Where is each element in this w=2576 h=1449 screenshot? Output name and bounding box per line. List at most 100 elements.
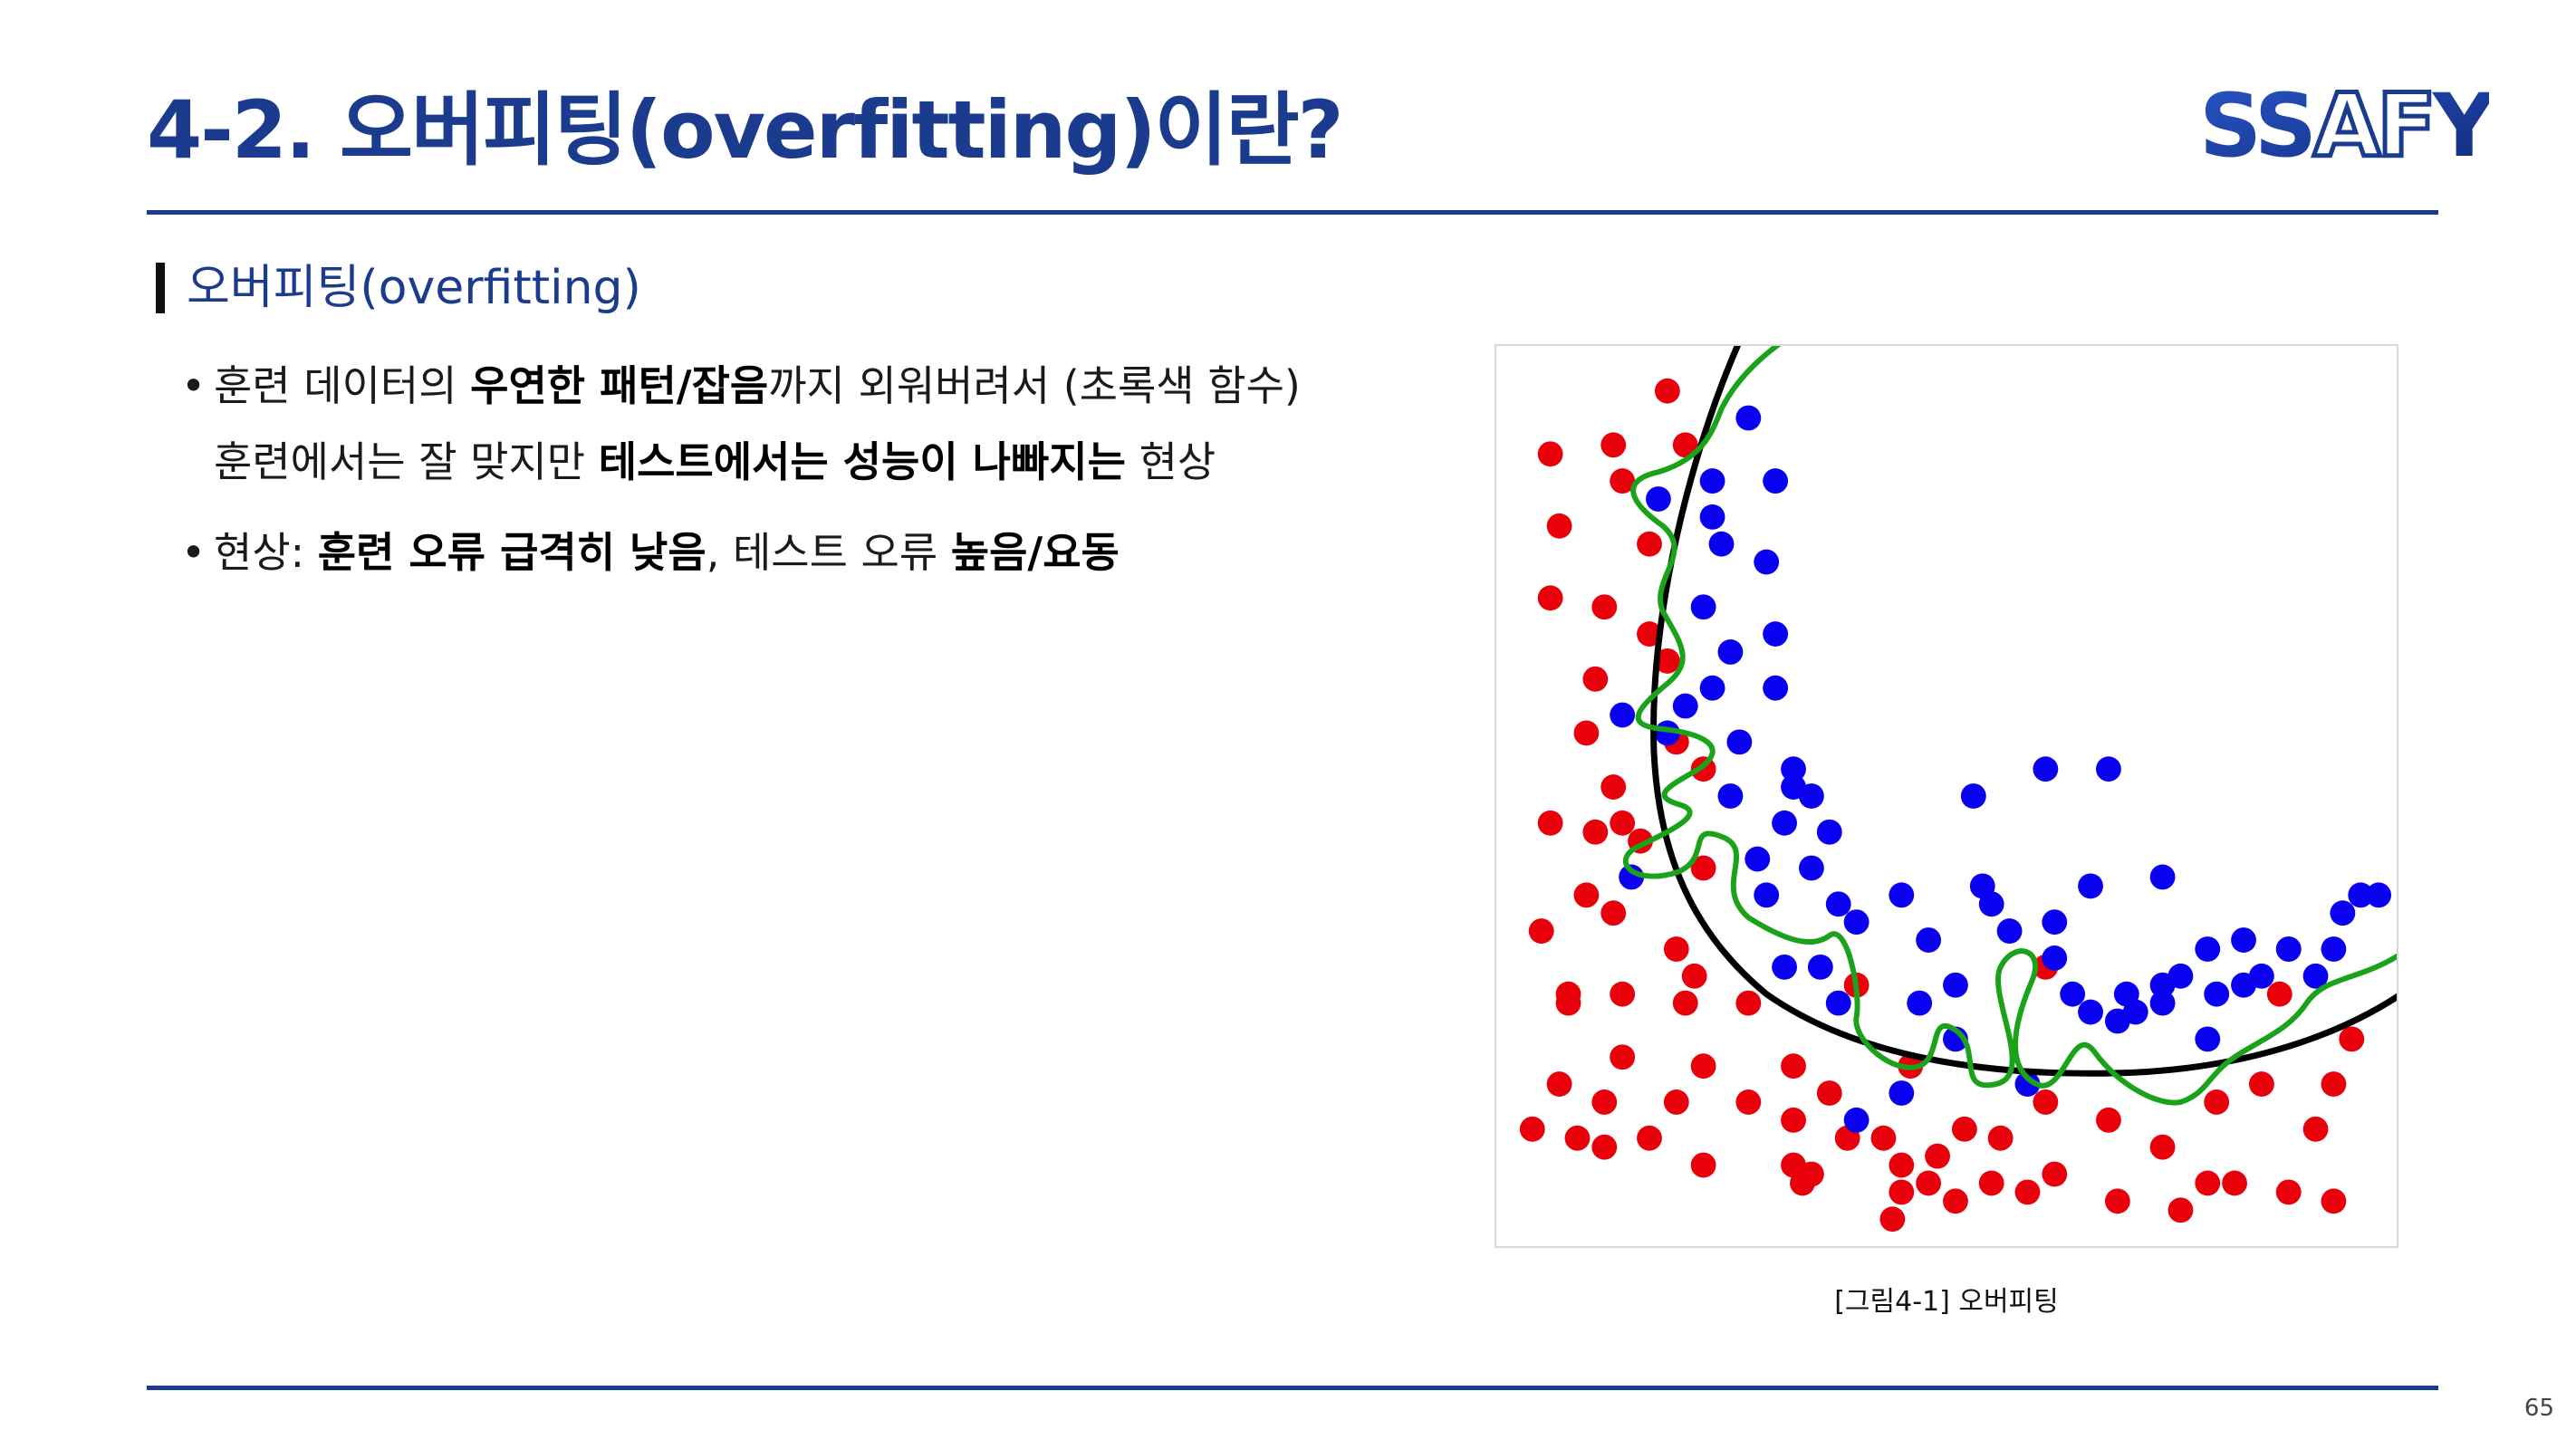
red-data-point <box>1690 1152 1716 1178</box>
red-data-point <box>1537 441 1563 467</box>
blue-data-point <box>1772 954 1797 980</box>
blue-data-point <box>1699 468 1725 494</box>
blue-data-point <box>2167 963 2194 989</box>
red-data-point <box>1790 1170 1815 1196</box>
red-data-point <box>1591 1089 1618 1115</box>
red-data-point <box>1573 720 1600 746</box>
red-data-point <box>1663 1089 1689 1115</box>
blue-data-point <box>1798 783 1824 809</box>
red-data-point <box>1889 1152 1915 1178</box>
blue-data-point <box>2321 936 2347 962</box>
red-data-point <box>1573 882 1600 908</box>
red-data-point <box>1978 1170 2004 1196</box>
red-data-point <box>1925 1143 1950 1169</box>
red-data-point <box>1600 900 1627 926</box>
overfitting-figure <box>1495 344 2398 1248</box>
blue-data-point <box>1978 891 2004 917</box>
red-data-point <box>2222 1170 2247 1196</box>
blue-data-point <box>1726 729 1753 755</box>
blue-data-point <box>1889 1080 1915 1106</box>
blue-data-point <box>1943 972 1968 998</box>
blue-data-point <box>1763 621 1789 647</box>
blue-data-point <box>2204 981 2230 1007</box>
red-data-point <box>1591 1134 1618 1160</box>
footer-divider <box>147 1386 2438 1390</box>
logo-text: SSAFY <box>2199 82 2489 172</box>
red-data-point <box>1637 531 1662 557</box>
bullet-emphasis: 우연한 패턴/잡음 <box>470 361 769 410</box>
bullet-text: , 테스트 오류 <box>706 528 951 577</box>
section-heading: 오버피팅(overfitting) <box>156 263 641 313</box>
red-data-point <box>1564 1125 1591 1151</box>
bullet-symptoms: 현상: 훈련 오류 급격히 낮음, 테스트 오류 높음/요동 <box>181 514 1467 590</box>
blue-data-point <box>1763 675 1789 701</box>
blue-data-point <box>2078 999 2103 1025</box>
blue-data-point <box>1907 990 1933 1016</box>
red-data-point <box>1781 1107 1806 1133</box>
red-data-point <box>2248 1071 2274 1097</box>
blue-data-point <box>1754 549 1780 575</box>
ssafy-logo: SSAFY <box>2199 82 2489 172</box>
blue-data-point <box>1816 819 1842 845</box>
blue-data-point <box>1889 882 1915 908</box>
blue-data-point <box>2104 1008 2130 1034</box>
red-data-point <box>1610 468 1636 494</box>
red-data-point <box>1735 1089 1762 1115</box>
bullet-emphasis: 훈련 오류 급격히 낮음 <box>317 528 706 577</box>
blue-data-point <box>1717 783 1744 809</box>
blue-data-point <box>1699 675 1725 701</box>
red-data-point <box>2149 1134 2176 1160</box>
blue-data-point <box>1754 882 1780 908</box>
blue-data-point <box>1708 531 1735 557</box>
bullet-text: 훈련 데이터의 <box>214 361 471 410</box>
red-data-point <box>2014 1179 2041 1205</box>
blue-data-point <box>2014 1071 2041 1097</box>
red-data-point <box>1663 936 1689 962</box>
red-data-point <box>1637 621 1662 647</box>
overfitting-plot <box>1519 346 2397 1233</box>
red-data-point <box>1654 378 1680 404</box>
section-bar-marker <box>156 263 165 313</box>
red-data-point <box>1537 585 1563 611</box>
blue-data-point <box>2149 864 2176 890</box>
red-data-point <box>2321 1071 2347 1097</box>
bullet-line: 훈련 데이터의 우연한 패턴/잡음까지 외워버려서 (초록색 함수) <box>214 348 1467 424</box>
red-data-point <box>1681 963 1707 989</box>
red-data-point <box>1870 1125 1897 1151</box>
red-data-point <box>1735 990 1762 1016</box>
red-data-point <box>1582 819 1609 845</box>
red-data-point <box>1690 1053 1716 1080</box>
bullet-text: 까지 외워버려서 (초록색 함수) <box>768 361 1301 410</box>
red-data-point <box>1582 666 1609 692</box>
blue-data-point <box>1916 927 1942 953</box>
bullet-emphasis: 높음/요동 <box>950 528 1120 577</box>
blue-data-point <box>1825 990 1851 1016</box>
blue-data-point <box>1960 783 1986 809</box>
blue-data-point <box>2033 756 2059 782</box>
red-data-point <box>1943 1188 1968 1214</box>
blue-data-point <box>1610 702 1636 728</box>
blue-data-point <box>2060 981 2086 1007</box>
red-data-point <box>1889 1179 1915 1205</box>
red-data-point <box>2339 1026 2365 1052</box>
blue-data-point <box>1646 486 1671 512</box>
page-title: 4-2. 오버피팅(overfitting)이란? <box>147 83 1344 177</box>
blue-data-point <box>1772 810 1797 836</box>
blue-data-point <box>1807 954 1833 980</box>
red-data-point <box>2042 1161 2068 1187</box>
blue-data-point <box>2195 1026 2221 1052</box>
blue-data-point <box>1781 756 1806 782</box>
red-data-point <box>1916 1170 1942 1196</box>
red-data-point <box>1546 513 1572 539</box>
red-data-point <box>1546 1071 1572 1097</box>
blue-data-point <box>1672 693 1698 719</box>
red-data-point <box>1654 648 1680 674</box>
bullet-text: 훈련에서는 잘 맞지만 <box>214 437 599 486</box>
blue-points-group <box>1610 405 2392 1133</box>
blue-data-point <box>1798 855 1824 881</box>
red-data-point <box>1637 1125 1662 1151</box>
red-data-point <box>2167 1197 2194 1223</box>
red-data-point <box>1610 981 1636 1007</box>
title-divider <box>147 210 2438 215</box>
red-data-point <box>2104 1188 2130 1214</box>
